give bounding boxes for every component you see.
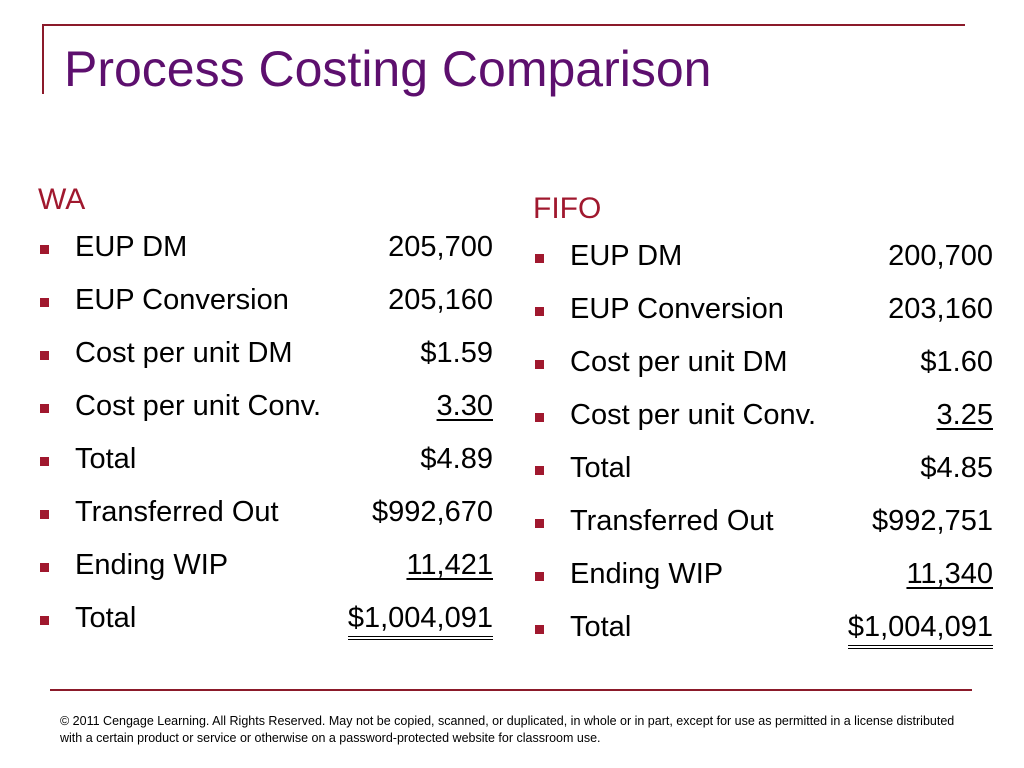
bullet (40, 245, 49, 254)
item-value: 3.25 (936, 399, 993, 431)
bullet (535, 413, 544, 422)
bullet (535, 466, 544, 475)
copyright-footer: © 2011 Cengage Learning. All Rights Rese… (60, 714, 955, 745)
item-label: EUP Conversion (570, 293, 784, 325)
column-heading: FIFO (533, 192, 602, 225)
list-item: EUP DM 205,700 (38, 231, 493, 284)
slide-title: Process Costing Comparison (64, 41, 712, 97)
column-heading: WA (38, 183, 86, 216)
bullet (535, 519, 544, 528)
item-label: Cost per unit DM (570, 346, 788, 378)
item-value: 205,700 (388, 231, 493, 263)
list-item: EUP Conversion 203,160 (533, 293, 993, 346)
item-label: Total (75, 443, 137, 475)
list-item: EUP DM 200,700 (533, 240, 993, 293)
list-item: Transferred Out $992,751 (533, 505, 993, 558)
item-label: Transferred Out (570, 505, 774, 537)
bullet (535, 307, 544, 316)
item-label: EUP Conversion (75, 284, 289, 316)
item-value: $1,004,091 (847, 611, 993, 649)
item-value: 11,340 (906, 558, 993, 590)
list-item: Total $1,004,091 (533, 611, 993, 664)
item-label: Cost per unit Conv. (570, 399, 817, 431)
fifo-column: FIFO EUP DM 200,700 EUP Conversion 203,160 Co… (533, 192, 993, 664)
item-value: 205,160 (388, 284, 493, 316)
item-label: Total (570, 611, 632, 643)
item-label: Total (75, 602, 137, 634)
item-value: 3.30 (436, 390, 493, 422)
list-item: EUP Conversion 205,160 (38, 284, 493, 337)
item-label: Cost per unit Conv. (75, 390, 322, 422)
item-value: $992,751 (872, 505, 993, 537)
bullet (40, 298, 49, 307)
item-label: Total (570, 452, 632, 484)
list-item: Total $1,004,091 (38, 602, 493, 655)
top-rule (42, 24, 965, 26)
item-label: Ending WIP (570, 558, 724, 590)
bottom-rule (50, 689, 972, 691)
item-value: $1.60 (920, 346, 993, 378)
item-label: Transferred Out (75, 496, 279, 528)
list-item: Cost per unit DM $1.60 (533, 346, 993, 399)
item-label: EUP DM (75, 231, 188, 263)
item-label: Cost per unit DM (75, 337, 293, 369)
bullet (535, 572, 544, 581)
bullet (40, 404, 49, 413)
item-value: 200,700 (888, 240, 993, 272)
bullet (40, 563, 49, 572)
item-value: $4.89 (420, 443, 493, 475)
list-item: Ending WIP 11,340 (533, 558, 993, 611)
list-item: Total $4.85 (533, 452, 993, 505)
bullet (40, 351, 49, 360)
item-value: $1.59 (420, 337, 493, 369)
bullet (535, 360, 544, 369)
left-rule (42, 24, 44, 94)
item-value: $4.85 (920, 452, 993, 484)
wa-column: WA EUP DM 205,700 EUP Conversion 205,160 Cost… (38, 183, 493, 655)
list-item: Transferred Out $992,670 (38, 496, 493, 549)
item-label: Ending WIP (75, 549, 229, 581)
list-item: Ending WIP 11,421 (38, 549, 493, 602)
bullet (40, 510, 49, 519)
list-item: Cost per unit Conv. 3.25 (533, 399, 993, 452)
item-value: $1,004,091 (347, 602, 493, 640)
item-value: $992,670 (372, 496, 493, 528)
item-label: EUP DM (570, 240, 683, 272)
list-item: Cost per unit Conv. 3.30 (38, 390, 493, 443)
list-item: Total $4.89 (38, 443, 493, 496)
bullet (40, 616, 49, 625)
item-value: 11,421 (406, 549, 493, 581)
bullet (535, 625, 544, 634)
list-item: Cost per unit DM $1.59 (38, 337, 493, 390)
item-value: 203,160 (888, 293, 993, 325)
bullet (40, 457, 49, 466)
bullet (535, 254, 544, 263)
